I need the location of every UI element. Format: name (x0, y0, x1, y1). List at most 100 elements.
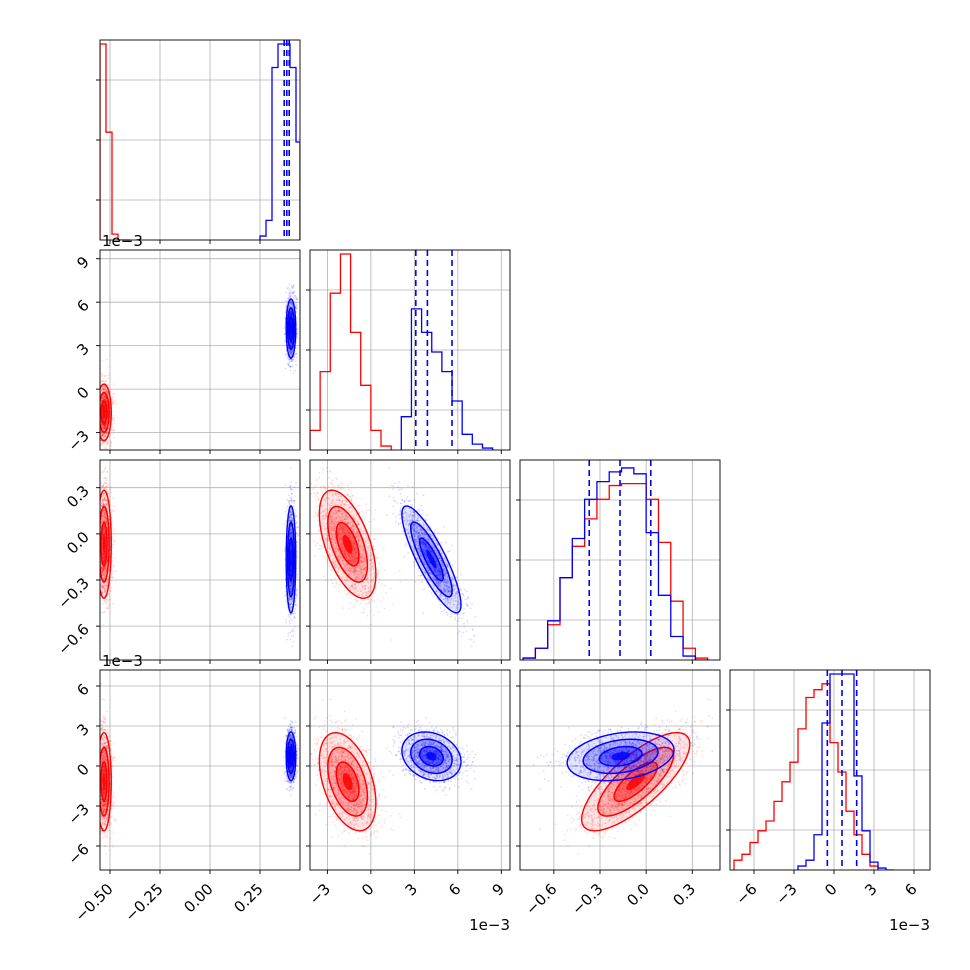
sample-point (97, 420, 99, 422)
sample-point (105, 399, 108, 402)
sample-point (102, 427, 104, 430)
sample-point (296, 323, 298, 326)
sample-point (103, 398, 106, 401)
sample-point (104, 416, 106, 419)
sample-point (103, 404, 106, 407)
sample-point (106, 479, 108, 481)
sample-point (104, 435, 107, 437)
sample-point (97, 386, 99, 388)
sample-point (104, 425, 106, 428)
sample-point (97, 422, 99, 424)
sample-point (104, 388, 107, 390)
sample-point (102, 388, 105, 391)
sample-point (98, 385, 100, 387)
sample-point (102, 419, 105, 422)
sample-point (98, 395, 100, 397)
sample-point (109, 488, 112, 491)
sample-point (103, 393, 106, 396)
sample-point (104, 394, 107, 397)
sample-point (104, 396, 107, 399)
sample-point (92, 514, 94, 516)
sample-point (287, 364, 290, 367)
sample-point (105, 447, 108, 450)
sample-point (97, 414, 99, 416)
sample-point (103, 434, 106, 437)
sample-point (102, 418, 105, 420)
sample-point (96, 552, 98, 554)
sample-point (100, 389, 103, 392)
sample-point (290, 333, 293, 336)
sample-point (106, 421, 109, 424)
sample-point (106, 401, 108, 404)
sample-point (102, 403, 105, 406)
sample-point (102, 387, 104, 390)
sample-point (296, 298, 298, 301)
sample-point (112, 401, 114, 404)
sample-point (97, 576, 99, 578)
sample-point (290, 313, 293, 316)
sample-point (100, 400, 103, 403)
sample-point (103, 396, 106, 399)
panel-frame (99, 249, 301, 451)
sample-point (289, 358, 292, 361)
sample-point (290, 354, 293, 357)
sample-point (102, 389, 105, 391)
sample-point (100, 424, 103, 427)
sample-point (289, 313, 292, 316)
sample-point (98, 406, 100, 408)
sample-point (102, 404, 105, 407)
sample-point (104, 435, 106, 438)
sample-point (98, 415, 100, 417)
sample-point (289, 353, 292, 356)
sample-point (100, 434, 103, 437)
histogram-blue (259, 43, 300, 240)
sample-point (98, 545, 100, 547)
sample-point (106, 441, 109, 444)
sample-point (104, 425, 107, 428)
panel-1-0 (94, 249, 301, 454)
sample-point (289, 303, 292, 306)
sample-point (104, 385, 106, 388)
sample-point (111, 559, 114, 562)
sample-point (104, 416, 106, 419)
sample-point (104, 415, 107, 418)
sample-point (103, 397, 105, 400)
sample-point (290, 352, 293, 355)
sample-point (94, 518, 96, 520)
sample-point (97, 583, 99, 585)
sample-point (98, 519, 100, 521)
sample-point (102, 484, 105, 486)
sample-point (103, 419, 106, 422)
sample-point (285, 305, 288, 307)
sample-point (290, 302, 293, 305)
sample-point (102, 385, 104, 388)
sample-point (96, 499, 98, 501)
sample-point (293, 355, 296, 357)
sample-point (103, 420, 105, 423)
sample-point (103, 470, 106, 472)
sample-point (95, 575, 97, 577)
sample-point (289, 303, 292, 305)
sample-point (103, 426, 106, 429)
sample-point (98, 556, 100, 558)
sample-point (106, 390, 108, 393)
sample-point (105, 433, 107, 436)
sample-point (101, 434, 104, 437)
sample-point (96, 413, 98, 415)
sample-point (289, 313, 292, 316)
sample-point (289, 302, 292, 305)
sample-point (289, 341, 291, 344)
sample-point (295, 352, 298, 355)
sample-point (102, 388, 105, 391)
sample-point (101, 435, 104, 438)
sample-point (96, 401, 98, 403)
sample-point (102, 404, 105, 407)
sample-point (291, 314, 293, 317)
sample-point (94, 424, 96, 426)
sample-point (102, 396, 104, 399)
sample-point (102, 388, 105, 391)
sample-point (102, 397, 105, 400)
sample-point (113, 510, 115, 513)
sample-point (102, 406, 105, 408)
sample-point (109, 495, 111, 498)
